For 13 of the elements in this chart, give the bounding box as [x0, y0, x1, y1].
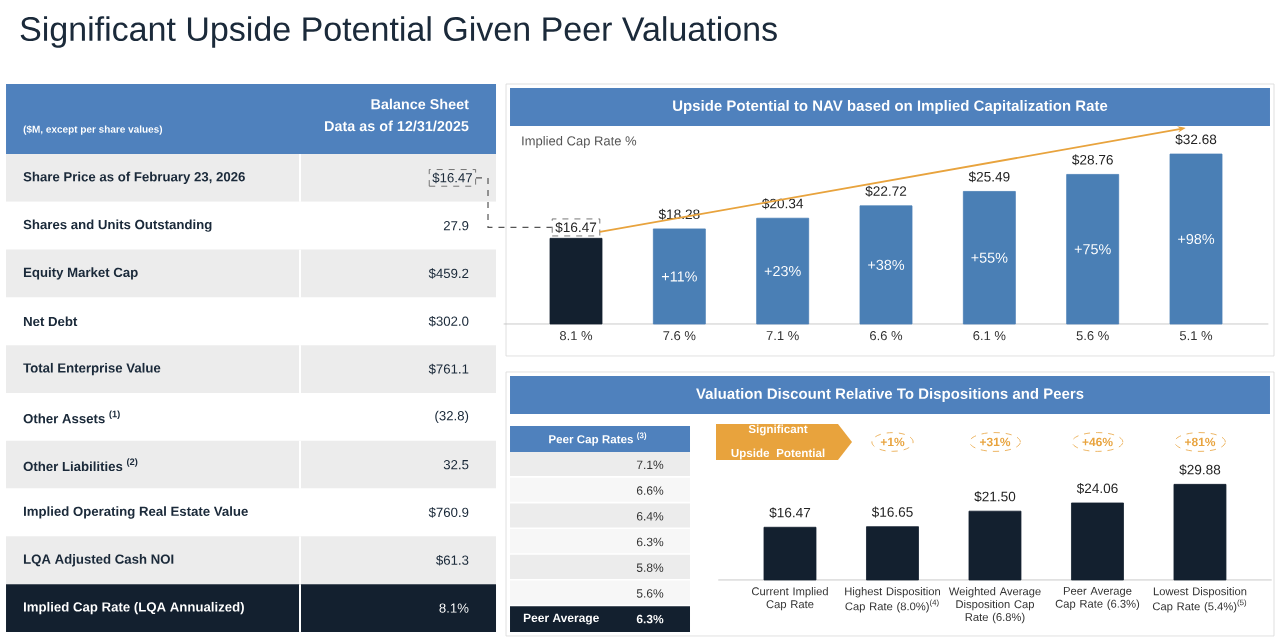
bar	[962, 191, 1016, 325]
text: Significant Upside Potential Given Peer Valuations	[20, 16, 777, 48]
bar	[756, 217, 810, 325]
bar	[1071, 502, 1124, 581]
bar	[859, 205, 913, 325]
bar	[1066, 174, 1120, 325]
bar	[968, 510, 1022, 581]
bar	[866, 526, 919, 581]
bar	[1169, 153, 1223, 325]
bar	[549, 237, 603, 325]
bar	[763, 526, 817, 581]
bar	[652, 228, 706, 325]
bar	[1173, 483, 1227, 581]
